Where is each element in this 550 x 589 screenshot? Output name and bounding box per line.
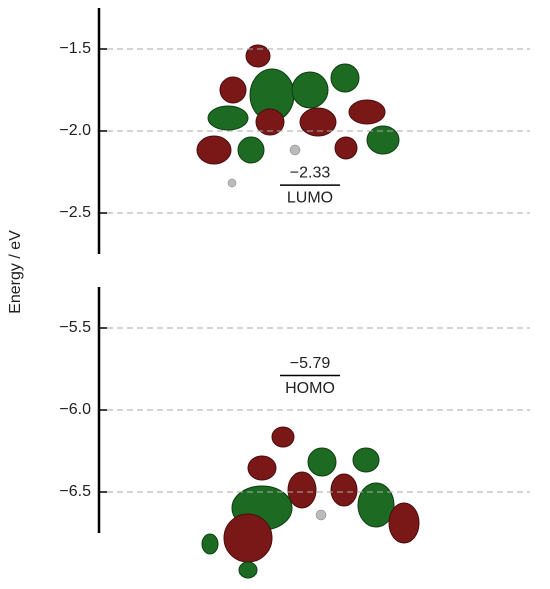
y-tick-label: −6.5 <box>59 483 91 500</box>
value-label: −5.79 <box>290 355 331 372</box>
y-tick-label: −5.5 <box>59 319 91 336</box>
y-tick-label: −2.0 <box>59 122 91 139</box>
level-label: HOMO <box>285 380 335 397</box>
y-tick-label: −6.0 <box>59 401 91 418</box>
value-label: −2.33 <box>290 164 331 181</box>
level-label: LUMO <box>287 189 333 206</box>
y-tick-label: −1.5 <box>59 40 91 57</box>
y-tick-label: −2.5 <box>59 204 91 221</box>
y-axis-label: Energy / eV <box>7 230 24 314</box>
homo-orbital-image <box>201 426 420 579</box>
lumo-orbital-image <box>196 44 400 188</box>
